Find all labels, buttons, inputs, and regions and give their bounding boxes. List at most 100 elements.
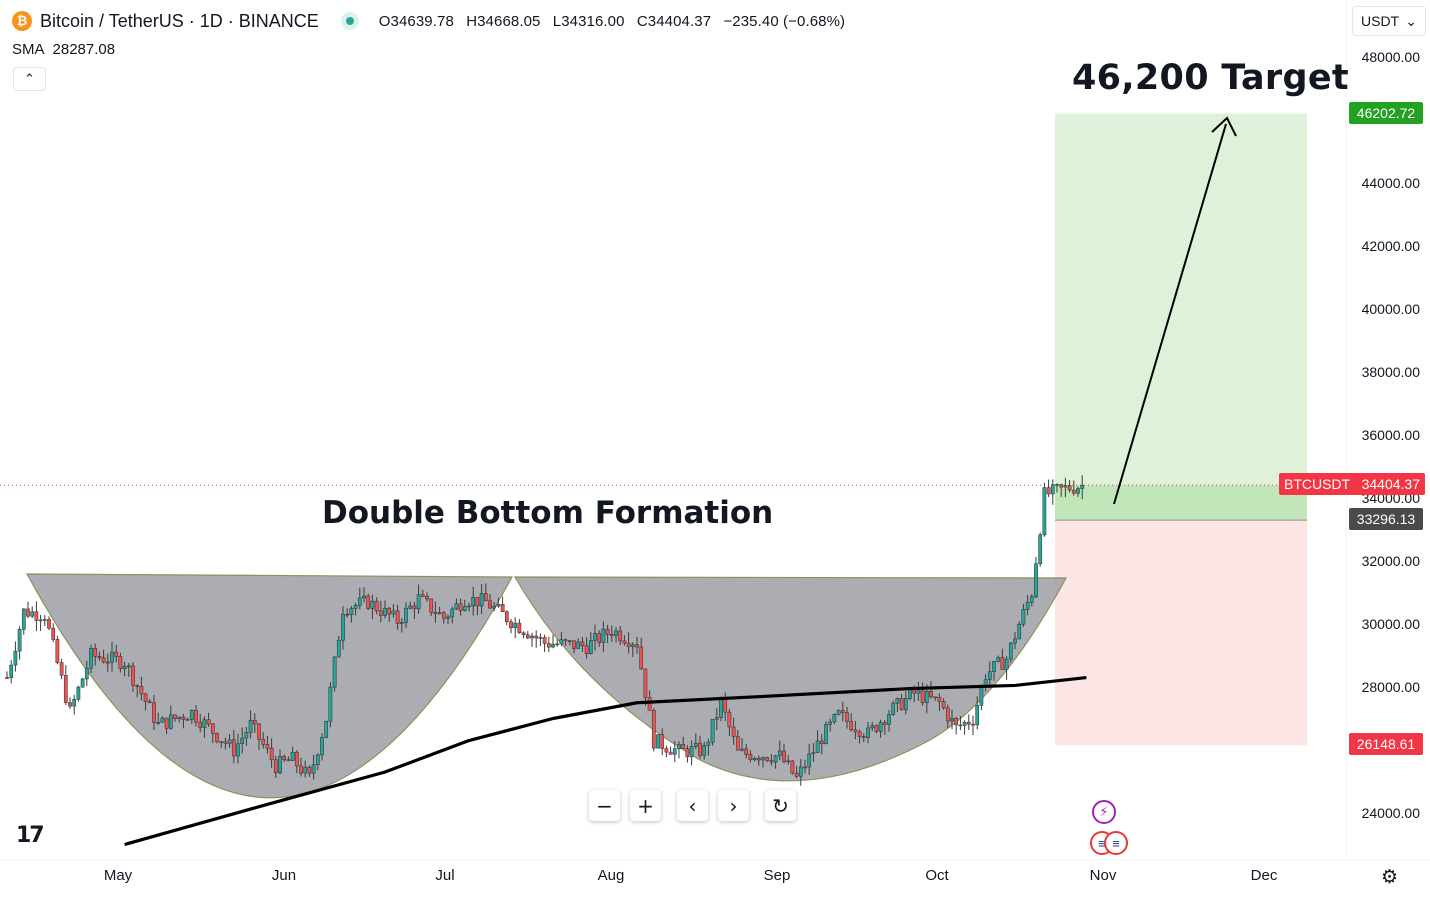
candle-down — [509, 621, 513, 629]
candle-down — [769, 760, 774, 763]
candle-down — [597, 633, 602, 643]
candle-up — [1076, 488, 1080, 494]
candle-down — [194, 709, 198, 723]
candle-down — [756, 758, 761, 761]
target-arrow-head — [1211, 116, 1237, 137]
candle-up — [1055, 484, 1059, 486]
scroll-right-button[interactable]: › — [718, 790, 749, 821]
y-tick-label: 30000.00 — [1361, 616, 1420, 632]
currency-select[interactable]: USDT ⌄ — [1352, 6, 1426, 36]
candle-down — [139, 686, 144, 695]
candle-down — [723, 698, 728, 713]
tradingview-logo[interactable]: 17 — [16, 823, 45, 848]
candle-down — [26, 608, 30, 617]
candle-up — [908, 689, 912, 699]
candle-up — [777, 750, 782, 757]
candle-down — [803, 766, 807, 769]
candle-up — [979, 686, 984, 706]
candle-down — [563, 639, 568, 642]
chevron-down-icon: ⌄ — [1405, 12, 1417, 29]
candle-up — [185, 719, 190, 721]
candle-up — [996, 657, 1001, 662]
candle-up — [236, 743, 240, 757]
candle-up — [471, 597, 476, 607]
candle-up — [887, 714, 891, 725]
candle-down — [206, 719, 211, 725]
candle-up — [719, 698, 723, 718]
candle-down — [429, 598, 434, 613]
candle-down — [164, 717, 169, 729]
candle-up — [349, 608, 354, 615]
candle-up — [38, 619, 43, 622]
candle-down — [639, 646, 644, 670]
us-flag-event-icon[interactable]: ≡ — [1104, 831, 1128, 855]
candle-up — [404, 607, 408, 623]
candle-up — [248, 720, 253, 733]
candle-down — [47, 619, 51, 629]
candle-down — [105, 661, 110, 664]
indicator-legend[interactable]: SMA 28287.08 — [12, 41, 123, 58]
symbol-title[interactable]: Bitcoin / TetherUS · 1D · BINANCE — [40, 10, 319, 31]
gear-icon[interactable]: ⚙ — [1381, 867, 1399, 888]
candle-up — [714, 717, 719, 720]
candle-up — [240, 737, 245, 744]
collapse-legend-button[interactable]: ⌃ — [13, 67, 46, 91]
candle-down — [114, 651, 119, 657]
candle-up — [189, 709, 194, 720]
candle-up — [740, 748, 744, 751]
candle-up — [538, 637, 543, 639]
market-status-icon[interactable] — [340, 12, 359, 30]
candle-down — [668, 751, 673, 755]
zoom-out-button[interactable]: − — [589, 790, 620, 821]
candle-up — [370, 600, 375, 609]
indicator-value: 28287.08 — [52, 41, 116, 58]
pattern-bowl-left — [25, 573, 514, 799]
candle-up — [567, 640, 572, 642]
lightning-event-icon[interactable]: ⚡ — [1092, 800, 1116, 824]
candle-down — [97, 656, 102, 659]
candle-down — [500, 604, 505, 612]
candle-up — [479, 593, 484, 607]
candle-up — [84, 667, 89, 680]
candle-up — [76, 686, 81, 700]
pattern-annotation[interactable]: Double Bottom Formation — [322, 495, 774, 531]
x-tick-label: Nov — [1089, 867, 1117, 884]
candle-down — [542, 637, 547, 644]
zoom-in-button[interactable]: + — [630, 790, 661, 821]
candle-up — [177, 716, 182, 719]
x-tick-label: Aug — [597, 867, 625, 884]
candle-up — [824, 724, 828, 745]
candle-down — [782, 750, 786, 763]
scroll-left-button[interactable]: ‹ — [677, 790, 708, 821]
candle-down — [345, 613, 350, 616]
x-tick-label: Jun — [271, 867, 297, 884]
candle-down — [1071, 489, 1076, 494]
bitcoin-coin-icon: ₿ — [12, 11, 32, 31]
candle-down — [147, 701, 152, 704]
candle-down — [605, 628, 610, 635]
candle-down — [488, 600, 492, 609]
candle-down — [937, 696, 942, 702]
candle-up — [122, 666, 127, 669]
candle-up — [798, 766, 803, 777]
target-annotation[interactable]: 46,200 Target — [1072, 58, 1349, 98]
candle-up — [315, 754, 320, 765]
x-tick-label: Dec — [1250, 867, 1278, 884]
reset-chart-button[interactable]: ↻ — [765, 790, 796, 821]
candle-up — [1025, 602, 1030, 610]
y-tick-label: 28000.00 — [1361, 679, 1420, 695]
y-tick-label: 38000.00 — [1361, 364, 1420, 380]
candle-up — [357, 597, 362, 606]
candle-up — [202, 719, 207, 728]
candle-down — [521, 632, 526, 635]
candle-down — [387, 607, 392, 615]
candle-up — [693, 742, 698, 747]
candle-up — [555, 643, 560, 646]
candle-down — [252, 720, 257, 725]
candle-down — [273, 759, 278, 774]
candle-down — [1059, 484, 1064, 488]
candle-up — [588, 640, 593, 654]
candle-down — [299, 765, 303, 774]
